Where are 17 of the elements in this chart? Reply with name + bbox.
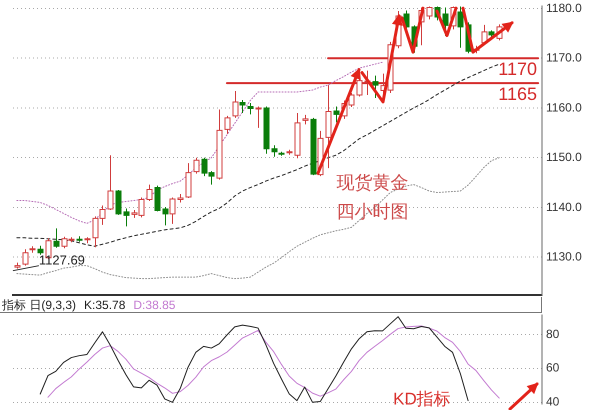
y-tick-label: 80 <box>546 326 560 341</box>
y-tick-label: 60 <box>546 360 560 375</box>
y-tick-label: 40 <box>546 394 560 409</box>
y-tick-label: 1160.0 <box>546 100 582 114</box>
series-label: 1165 <box>498 84 537 104</box>
series-label: 1170 <box>498 59 537 80</box>
text: K:35.78 <box>84 298 126 312</box>
text: D:38.85 <box>133 298 176 312</box>
annotation: 1127.69 <box>38 252 85 268</box>
annotation: 现货黄金四小时图 <box>336 172 409 222</box>
y-tick-label: 1170.0 <box>546 50 582 65</box>
y-tick-label: 1140.0 <box>546 200 582 214</box>
y-tick-label: 1180.0 <box>546 0 582 15</box>
annotation: KD指标 <box>393 390 451 409</box>
y-tick-label: 1150.0 <box>546 150 582 164</box>
chart-title: 指标 日(9,3,3) <box>2 298 76 312</box>
y-tick-label: 1130.0 <box>546 250 582 264</box>
